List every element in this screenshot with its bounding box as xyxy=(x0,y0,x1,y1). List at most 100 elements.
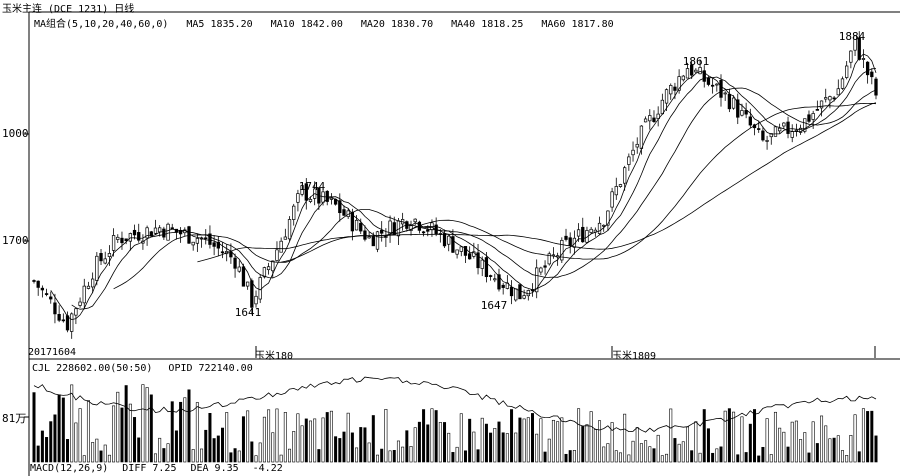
annotation-1641: 1641 xyxy=(234,306,262,319)
candle-up xyxy=(627,156,631,165)
volume-bar xyxy=(560,417,564,463)
volume-bar xyxy=(292,431,296,463)
volume-bar xyxy=(727,408,731,463)
candle-down xyxy=(426,229,430,232)
candle-down xyxy=(65,315,70,331)
candle-down xyxy=(162,228,166,238)
volume-bar xyxy=(782,431,786,463)
candle-down xyxy=(124,238,128,242)
volume-bar xyxy=(443,422,447,463)
volume-bar xyxy=(564,453,568,463)
macd-dea: DEA 9.35 xyxy=(190,463,239,474)
candle-up xyxy=(195,238,200,244)
volume-bar xyxy=(811,421,815,463)
volume-bar xyxy=(593,429,597,463)
volume-bar xyxy=(149,394,153,463)
volume-bar xyxy=(392,450,396,463)
volume-bar xyxy=(145,387,149,463)
candle-down xyxy=(702,70,706,82)
volume-bar xyxy=(254,455,258,463)
candle-down xyxy=(53,302,57,315)
volume-bar xyxy=(170,401,174,463)
volume-bar xyxy=(845,455,849,463)
volume-bar xyxy=(195,402,199,463)
candle-down xyxy=(57,314,61,321)
candle-down xyxy=(132,229,137,236)
ma40-value: MA40 1818.25 xyxy=(451,19,524,30)
volume-bar xyxy=(463,450,467,463)
volume-bar xyxy=(769,454,773,463)
volume-bar xyxy=(853,414,857,463)
candle-down xyxy=(706,77,711,85)
volume-bar xyxy=(794,420,798,463)
volume-bar xyxy=(598,420,602,463)
volume-bar xyxy=(137,437,141,463)
volume-bar xyxy=(57,394,61,463)
ma5-line xyxy=(50,53,877,321)
volume-bar xyxy=(308,420,312,463)
candle-up xyxy=(128,233,132,242)
candle-up xyxy=(493,278,497,281)
volume-bar xyxy=(212,438,216,463)
volume-bar xyxy=(32,392,36,463)
candle-up xyxy=(90,278,95,288)
volume-bar xyxy=(74,422,78,463)
volume-bar xyxy=(396,440,400,463)
volume-bar xyxy=(572,450,576,463)
candle-down xyxy=(49,296,53,300)
candle-down xyxy=(719,80,723,98)
volume-bar xyxy=(78,408,82,463)
volume-bar xyxy=(744,452,748,463)
candle-up xyxy=(840,78,845,89)
macd-legend: MACD(12,26,9) DIFF 7.25 DEA 9.35 -4.22 xyxy=(30,463,297,474)
volume-bar xyxy=(711,452,715,463)
candle-up xyxy=(103,258,107,264)
candle-down xyxy=(874,78,878,96)
candle-up xyxy=(547,253,551,265)
candle-up xyxy=(773,126,778,137)
candle-up xyxy=(70,313,74,332)
candle-down xyxy=(137,232,141,241)
candle-up xyxy=(589,228,593,233)
candle-up xyxy=(819,100,824,109)
volume-bar xyxy=(602,446,606,463)
volume-bar xyxy=(45,437,49,463)
candle-up xyxy=(153,227,158,234)
volume-bar xyxy=(225,412,229,463)
volume-bar xyxy=(300,425,304,463)
volume-bars xyxy=(32,384,878,463)
volume-bar xyxy=(128,403,132,463)
x-label-2017: 2017 xyxy=(28,347,53,358)
candle-down xyxy=(350,211,355,232)
volume-bar xyxy=(627,454,631,463)
volume-bar xyxy=(786,446,790,463)
volume-bar xyxy=(384,409,388,463)
volume-bar xyxy=(317,449,321,463)
volume-bar xyxy=(773,411,777,463)
volume-bar xyxy=(153,453,157,463)
candle-down xyxy=(786,121,790,134)
chart-title: 玉米主连 (DCE 1231) 日线 xyxy=(2,4,135,15)
candle-up xyxy=(664,89,669,104)
volume-bar xyxy=(669,408,673,463)
volume-bar xyxy=(715,448,719,463)
candle-down xyxy=(338,200,342,214)
volume-bar xyxy=(112,405,116,463)
candle-up xyxy=(447,235,451,245)
volume-bar xyxy=(526,417,530,463)
candle-up xyxy=(191,241,195,246)
candle-down xyxy=(363,230,367,240)
volume-bar xyxy=(455,446,459,463)
volume-bar xyxy=(753,409,757,463)
volume-bar xyxy=(296,413,300,463)
volume-bar xyxy=(807,452,811,463)
candle-down xyxy=(736,99,740,118)
volume-bar xyxy=(91,442,95,463)
volume-bar xyxy=(610,422,614,463)
candle-up xyxy=(308,199,313,202)
volume-bar xyxy=(233,448,237,463)
candle-up xyxy=(354,219,359,231)
volume-bar xyxy=(120,407,124,463)
volume-bar xyxy=(514,432,518,463)
